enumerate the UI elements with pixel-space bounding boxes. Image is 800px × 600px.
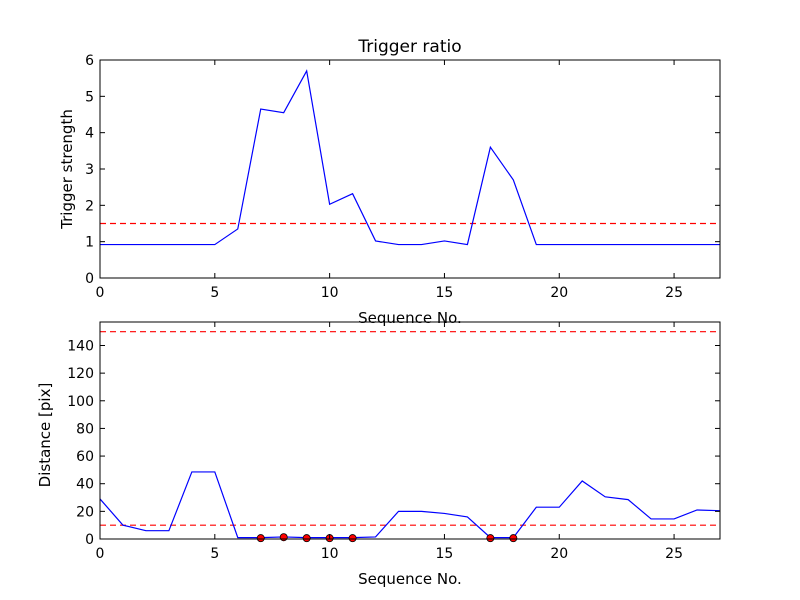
top-series-line bbox=[100, 69, 720, 246]
top-x-tick-label-2: 10 bbox=[321, 285, 339, 301]
bottom-x-axis-label: Sequence No. bbox=[358, 570, 462, 588]
bottom-y-tick-label-3: 60 bbox=[76, 449, 94, 465]
top-x-tick-label-5: 25 bbox=[665, 285, 683, 301]
top-chart-title: Trigger ratio bbox=[357, 37, 461, 57]
bottom-marker-0 bbox=[256, 534, 265, 543]
bottom-y-tick-label-0: 0 bbox=[85, 532, 94, 548]
bottom-y-tick-label-1: 20 bbox=[76, 504, 94, 520]
top-x-tick-label-4: 20 bbox=[550, 285, 568, 301]
bottom-marker-5 bbox=[486, 534, 495, 543]
bottom-marker-6 bbox=[509, 534, 518, 543]
top-x-tick-label-0: 0 bbox=[96, 285, 105, 301]
bottom-plot-area bbox=[100, 331, 720, 539]
top-y-tick-label-6: 6 bbox=[85, 53, 94, 69]
bottom-plot-content: 0 5 10 15 20 25 0 20 40 60 80 100 120 140 bbox=[67, 321, 721, 562]
bottom-y-axis-label: Distance [pix] bbox=[36, 383, 54, 488]
bottom-marker-1 bbox=[279, 533, 288, 542]
bottom-x-tick-label-4: 20 bbox=[550, 546, 568, 562]
bottom-y-tick-label-2: 40 bbox=[76, 477, 94, 493]
bottom-y-tick-label-7: 140 bbox=[67, 338, 94, 354]
top-x-tick-label-3: 15 bbox=[436, 285, 454, 301]
bottom-y-tick-label-6: 120 bbox=[67, 366, 94, 382]
top-y-tick-label-2: 2 bbox=[85, 198, 94, 214]
top-y-tick-label-1: 1 bbox=[85, 235, 94, 251]
top-y-tick-label-0: 0 bbox=[85, 271, 94, 287]
bottom-marker-2 bbox=[302, 534, 311, 543]
bottom-y-tick-label-5: 100 bbox=[67, 394, 94, 410]
bottom-marker-4 bbox=[348, 534, 357, 543]
top-plot-content: 0 5 10 15 20 25 0 1 2 3 4 5 6 bbox=[85, 53, 721, 301]
top-y-tick-label-4: 4 bbox=[85, 126, 94, 142]
top-x-axis-label: Sequence No. bbox=[358, 309, 462, 327]
top-y-axis-label: Trigger strength bbox=[58, 109, 76, 230]
top-plot-area bbox=[100, 69, 720, 246]
top-y-tick-label-5: 5 bbox=[85, 89, 94, 105]
bottom-x-tick-label-5: 25 bbox=[665, 546, 683, 562]
bottom-x-tick-label-0: 0 bbox=[96, 546, 105, 562]
bottom-x-tick-label-3: 15 bbox=[436, 546, 454, 562]
bottom-series-line bbox=[100, 471, 720, 539]
bottom-x-tick-label-1: 5 bbox=[210, 546, 219, 562]
bottom-axes-frame bbox=[99, 321, 721, 540]
top-x-tick-label-1: 5 bbox=[210, 285, 219, 301]
bottom-y-tick-label-4: 80 bbox=[76, 421, 94, 437]
bottom-plot: Sequence No. Distance [pix] 0 5 10 15 20 25 0 2… bbox=[36, 321, 721, 588]
bottom-x-tick-label-2: 10 bbox=[321, 546, 339, 562]
top-y-tick-label-3: 3 bbox=[85, 162, 94, 178]
